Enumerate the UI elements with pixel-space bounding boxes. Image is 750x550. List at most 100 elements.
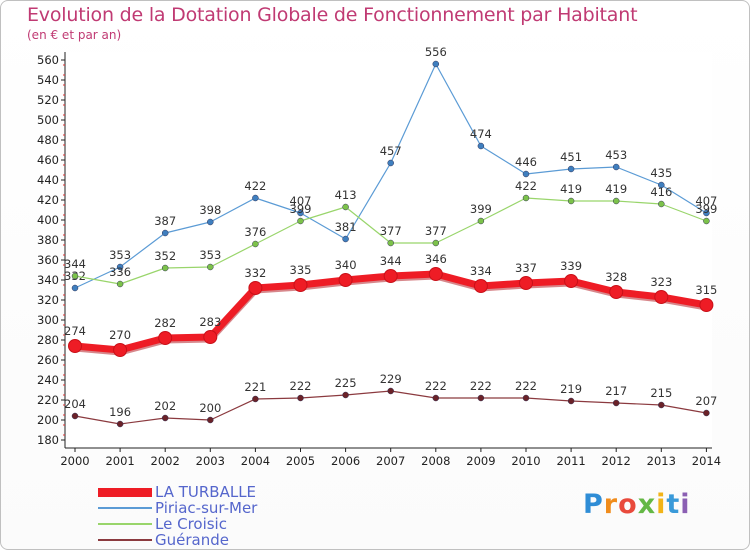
data-label-gu-rande: 221 <box>244 380 266 394</box>
data-point-le-croisic <box>161 264 169 272</box>
data-label-le-croisic: 399 <box>290 202 312 216</box>
data-point-gu-rande <box>432 394 440 402</box>
data-label-piriac-sur-mer: 435 <box>650 166 672 180</box>
data-label-gu-rande: 229 <box>380 372 402 386</box>
x-tick-label: 2001 <box>105 454 134 468</box>
y-tick-label: 480 <box>37 133 59 147</box>
data-point-le-croisic <box>567 197 575 205</box>
y-tick-label: 500 <box>37 113 59 127</box>
data-label-la-turballe: 344 <box>380 254 402 268</box>
data-point-la-turballe <box>338 273 353 287</box>
data-point-le-croisic <box>522 194 530 202</box>
data-label-gu-rande: 222 <box>290 379 312 393</box>
data-point-gu-rande <box>703 409 710 417</box>
logo-letter: o <box>618 489 638 520</box>
data-label-la-turballe: 323 <box>650 275 672 289</box>
data-label-gu-rande: 222 <box>515 379 537 393</box>
data-point-la-turballe <box>609 285 624 299</box>
data-point-la-turballe <box>383 269 398 283</box>
x-tick-label: 2002 <box>151 454 180 468</box>
data-label-le-croisic: 352 <box>154 249 176 263</box>
y-tick-label: 240 <box>37 373 59 387</box>
data-label-piriac-sur-mer: 422 <box>244 179 266 193</box>
data-label-gu-rande: 225 <box>335 376 357 390</box>
data-point-la-turballe <box>293 278 308 292</box>
data-label-la-turballe: 340 <box>335 258 357 272</box>
data-label-gu-rande: 222 <box>470 379 492 393</box>
data-point-piriac-sur-mer <box>342 235 349 243</box>
data-label-le-croisic: 422 <box>515 179 537 193</box>
data-label-piriac-sur-mer: 453 <box>605 148 627 162</box>
legend-item: Le Croisic <box>98 516 257 532</box>
chart-legend: LA TURBALLE Piriac-sur-Mer Le Croisic Guéra… <box>98 484 257 548</box>
legend-swatch <box>98 487 152 497</box>
data-point-le-croisic <box>297 217 304 225</box>
x-tick-label: 2013 <box>647 454 676 468</box>
x-tick-label: 2009 <box>466 454 495 468</box>
y-tick-label: 200 <box>37 413 59 427</box>
data-point-le-croisic <box>432 239 440 247</box>
chart-title: Evolution de la Dotation Globale de Fonc… <box>27 4 638 26</box>
proxiti-logo: Proxiti <box>583 489 691 520</box>
data-point-le-croisic <box>116 280 124 288</box>
y-tick-label: 560 <box>37 53 59 67</box>
data-label-la-turballe: 332 <box>244 266 266 280</box>
data-point-piriac-sur-mer <box>477 142 485 150</box>
y-tick-label: 440 <box>37 173 59 187</box>
data-point-piriac-sur-mer <box>71 284 79 292</box>
data-point-gu-rande <box>522 394 530 402</box>
data-point-piriac-sur-mer <box>432 60 440 68</box>
data-label-gu-rande: 204 <box>64 397 86 411</box>
data-label-le-croisic: 353 <box>199 248 221 262</box>
data-point-piriac-sur-mer <box>116 263 124 271</box>
data-label-piriac-sur-mer: 457 <box>380 144 402 158</box>
data-label-piriac-sur-mer: 474 <box>470 127 492 141</box>
data-point-le-croisic <box>612 197 620 205</box>
data-point-le-croisic <box>477 217 485 225</box>
data-label-gu-rande: 207 <box>695 394 717 408</box>
data-point-gu-rande <box>71 412 79 420</box>
data-label-la-turballe: 335 <box>290 263 312 277</box>
data-label-la-turballe: 337 <box>515 261 537 275</box>
logo-letter: i <box>656 489 667 520</box>
data-label-le-croisic: 377 <box>380 224 402 238</box>
data-point-piriac-sur-mer <box>161 229 169 237</box>
data-point-piriac-sur-mer <box>658 181 665 189</box>
plot-area <box>65 52 712 448</box>
data-label-le-croisic: 376 <box>244 225 266 239</box>
data-label-la-turballe: 315 <box>695 283 717 297</box>
data-point-piriac-sur-mer <box>612 163 620 171</box>
data-point-la-turballe <box>654 290 669 304</box>
y-tick-label: 260 <box>37 353 59 367</box>
legend-label: Piriac-sur-Mer <box>155 499 258 517</box>
legend-swatch <box>98 523 152 525</box>
data-point-le-croisic <box>207 263 214 271</box>
data-point-gu-rande <box>207 416 214 424</box>
data-point-le-croisic <box>703 217 710 225</box>
data-label-la-turballe: 334 <box>470 264 492 278</box>
y-tick-label: 380 <box>37 233 59 247</box>
data-label-piriac-sur-mer: 556 <box>425 45 447 59</box>
data-point-piriac-sur-mer <box>252 194 259 202</box>
data-label-gu-rande: 196 <box>109 405 131 419</box>
data-label-la-turballe: 274 <box>64 324 86 338</box>
data-label-gu-rande: 219 <box>560 382 582 396</box>
logo-letter: P <box>583 489 604 520</box>
data-point-le-croisic <box>387 239 394 247</box>
data-point-la-turballe <box>203 330 218 344</box>
y-tick-label: 420 <box>37 193 59 207</box>
y-tick-label: 180 <box>37 433 59 447</box>
data-point-piriac-sur-mer <box>297 209 304 217</box>
logo-letter: t <box>666 489 681 520</box>
x-tick-label: 2004 <box>241 454 270 468</box>
data-label-la-turballe: 282 <box>154 316 176 330</box>
logo-letter: i <box>680 489 691 520</box>
data-label-la-turballe: 346 <box>425 252 447 266</box>
data-point-gu-rande <box>658 401 665 409</box>
data-label-le-croisic: 416 <box>650 185 672 199</box>
data-label-la-turballe: 328 <box>605 270 627 284</box>
data-label-piriac-sur-mer: 398 <box>199 203 221 217</box>
x-tick-label: 2006 <box>331 454 360 468</box>
y-tick-label: 360 <box>37 253 59 267</box>
data-label-piriac-sur-mer: 407 <box>290 194 312 208</box>
